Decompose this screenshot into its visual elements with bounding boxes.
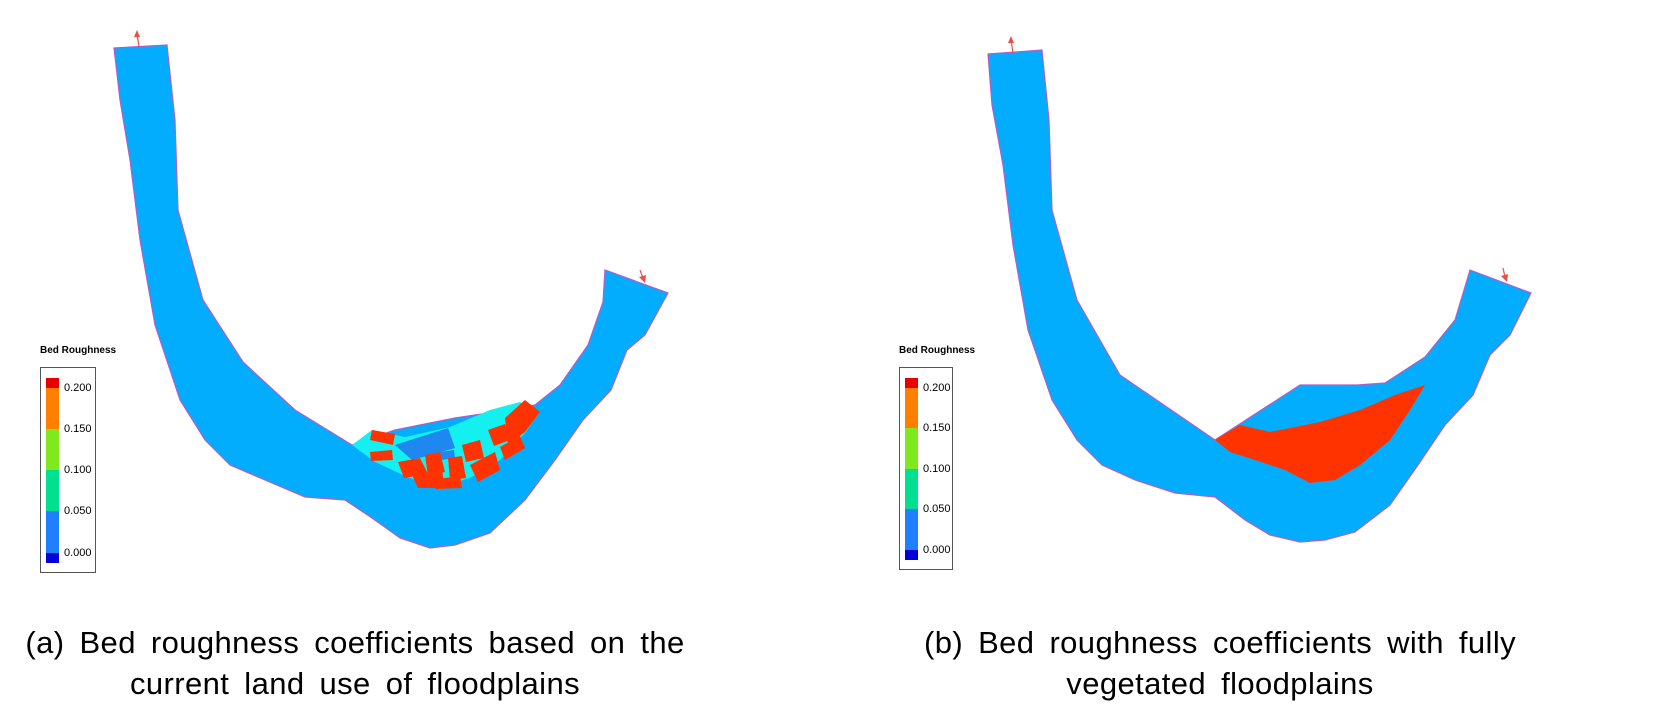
vegetation-patch [470, 452, 500, 482]
legend: Bed Roughness 0.200 0.150 0.100 0.050 0.… [899, 345, 976, 570]
vegetation-patch [488, 424, 510, 446]
legend-tick-label: 0.100 [64, 464, 92, 476]
legend-swatch-green [46, 429, 59, 470]
legend-tick-label: 0.150 [64, 423, 92, 435]
legend-swatch-teal [905, 469, 918, 509]
legend-swatch-green [905, 428, 918, 469]
upstream-boundary-arrow [134, 30, 140, 47]
legend-tick-label: 0.200 [64, 382, 92, 394]
vegetation-patch [430, 476, 462, 489]
legend-tick-label: 0.100 [923, 463, 951, 475]
legend-swatch-blue [46, 511, 59, 553]
legend: Bed Roughness 0.200 0.150 0.100 0.050 0.… [40, 345, 117, 573]
vegetation-patch [425, 452, 445, 476]
caption-line: (b) Bed roughness coefficients with full… [923, 625, 1517, 660]
legend-title: Bed Roughness [40, 345, 117, 356]
vegetation-patch [398, 458, 428, 478]
vegetation-patch [370, 450, 393, 461]
legend-tick-label: 0.150 [923, 422, 951, 434]
legend-swatch-darkblue [905, 550, 918, 560]
panel-b: Bed Roughness 0.200 0.150 0.100 0.050 0.… [830, 0, 1660, 727]
vegetation-patch [505, 400, 540, 445]
legend-tick-label: 0.200 [923, 382, 951, 394]
legend-tick-label: 0.050 [923, 503, 951, 515]
vegetation-patch [462, 440, 484, 462]
legend-tick-label: 0.000 [923, 544, 951, 556]
vegetation-patch [370, 430, 395, 445]
downstream-boundary-arrow [639, 269, 646, 283]
upstream-boundary-arrow [1008, 36, 1014, 54]
legend-colorbar: 0.200 0.150 0.100 0.050 0.000 [40, 367, 96, 573]
caption-line: current land use of floodplains [130, 666, 580, 701]
downstream-boundary-arrow [1501, 267, 1508, 282]
vegetation-patch [448, 456, 466, 480]
river-channel [113, 44, 669, 549]
legend-colorbar: 0.200 0.150 0.100 0.050 0.000 [899, 367, 953, 570]
legend-tick-label: 0.000 [64, 547, 92, 559]
legend-title: Bed Roughness [899, 345, 976, 356]
legend-swatch-blue [905, 509, 918, 550]
caption-line: vegetated floodplains [1066, 666, 1374, 701]
legend-swatch-red [46, 378, 59, 388]
legend-swatch-orange [905, 388, 918, 428]
river-map-b [987, 36, 1532, 543]
legend-swatch-orange [46, 388, 59, 429]
river-map-a [113, 30, 669, 549]
floodplain-blue-patch [440, 450, 455, 460]
river-channel [987, 49, 1532, 543]
legend-swatch-teal [46, 470, 59, 511]
vegetated-floodplain [1215, 385, 1425, 483]
panel-a: Bed Roughness 0.200 0.150 0.100 0.050 0.… [0, 0, 830, 727]
legend-swatch-red [905, 378, 918, 388]
legend-swatch-darkblue [46, 553, 59, 563]
vegetation-patch [500, 436, 525, 460]
caption-line: (a) Bed roughness coefficients based on … [25, 625, 685, 660]
caption-b: (b) Bed roughness coefficients with full… [890, 622, 1550, 704]
legend-tick-label: 0.050 [64, 505, 92, 517]
caption-a: (a) Bed roughness coefficients based on … [10, 622, 700, 704]
